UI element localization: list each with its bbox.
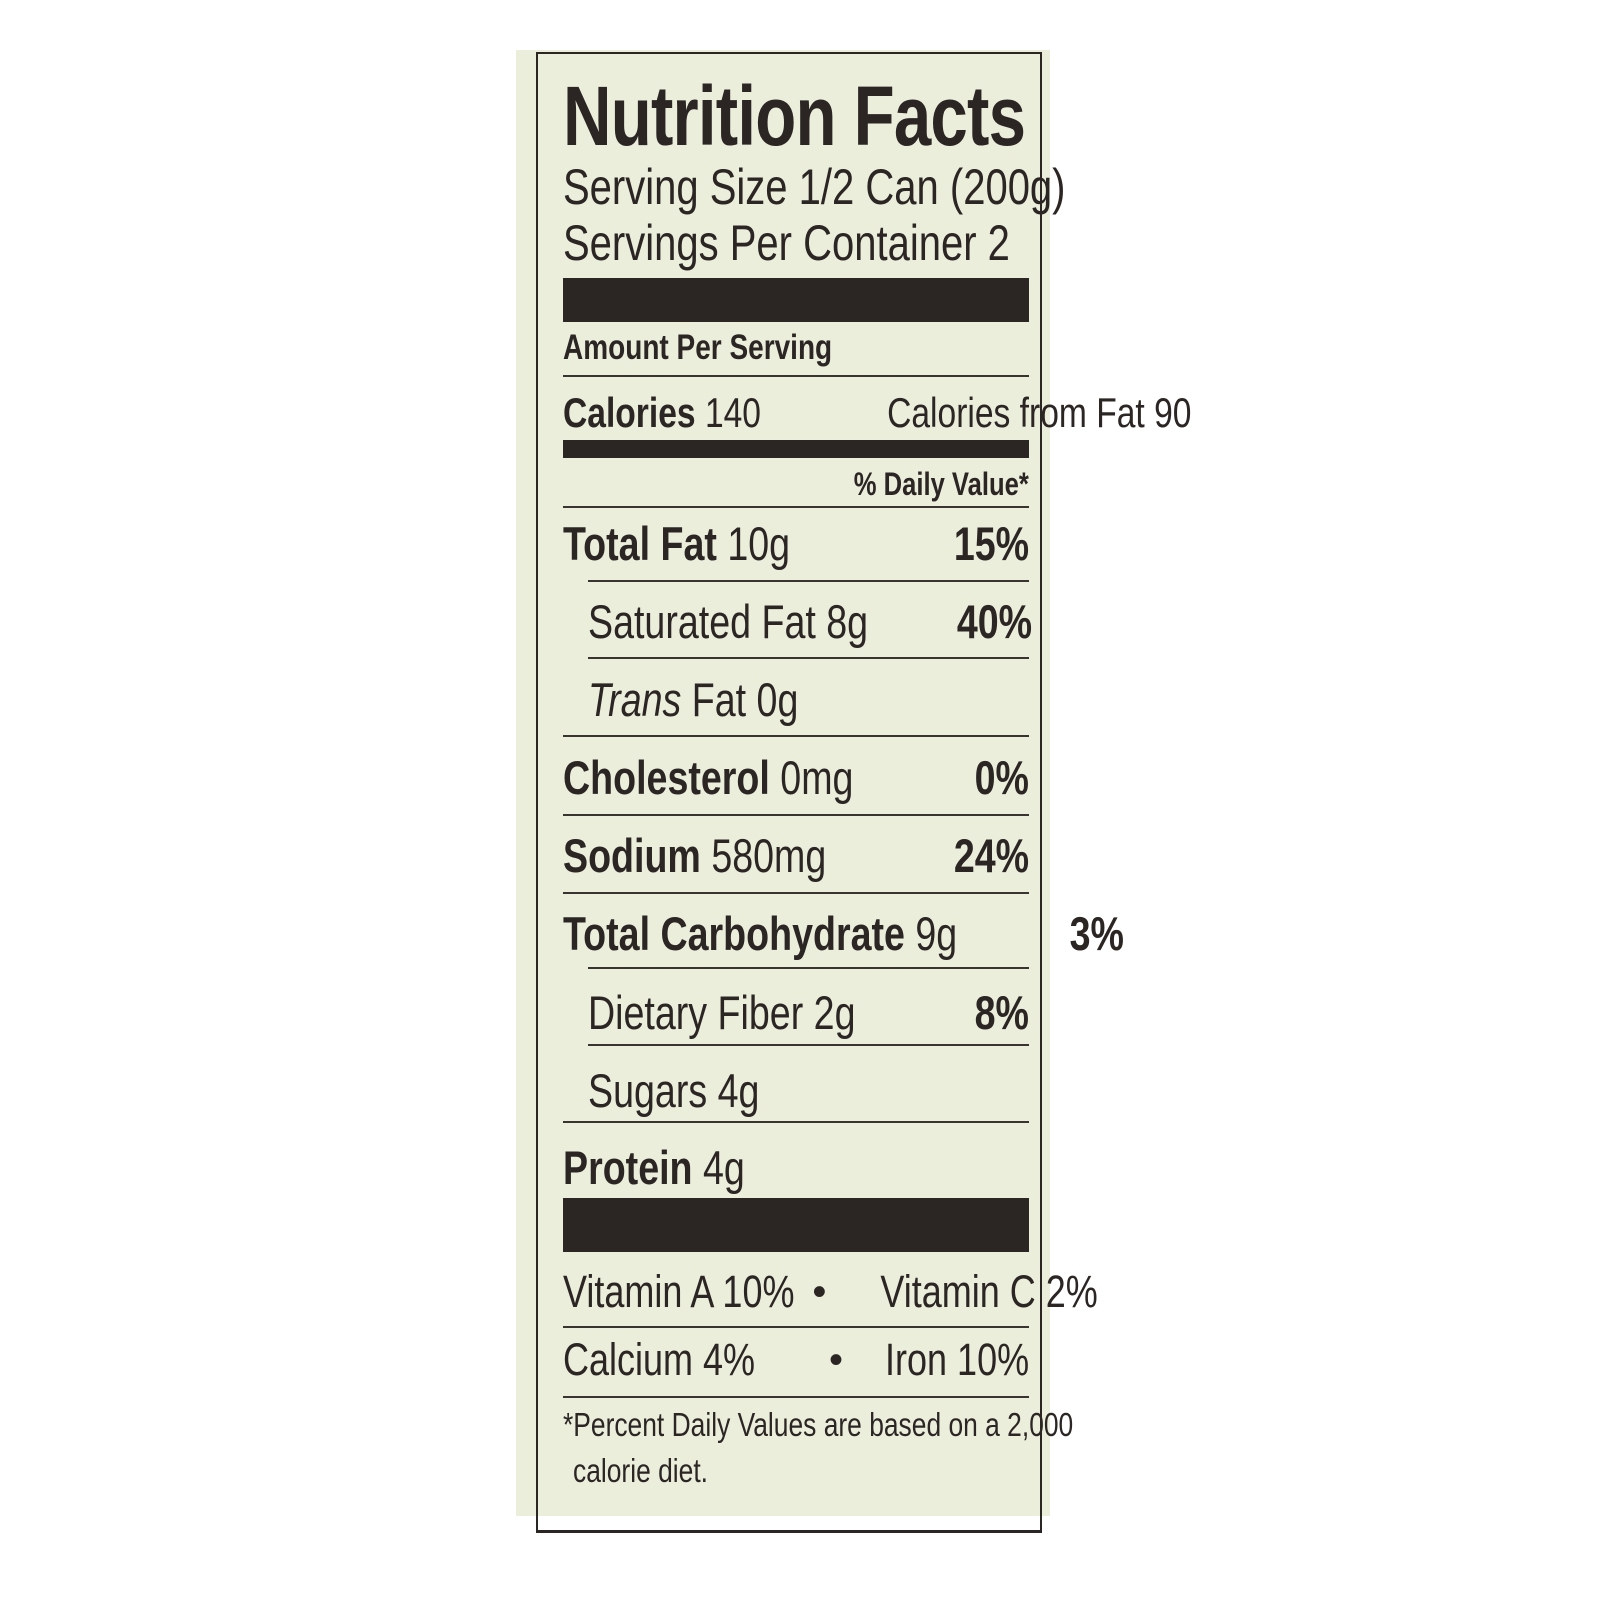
label-title: Nutrition Facts: [563, 68, 1029, 165]
divider: [563, 375, 1029, 377]
bullet: •: [828, 1338, 843, 1382]
label-text: 0mg: [780, 751, 854, 804]
label-text: 8%: [974, 986, 1029, 1039]
label-text: 4g: [702, 1141, 745, 1194]
label-text: Protein: [563, 1141, 693, 1194]
servings-text: Servings Per Container 2: [563, 215, 1010, 271]
vitamin-a: Vitamin A 10%: [563, 1266, 795, 1317]
nutrient-row-trans-fat: Trans Fat 0g: [588, 672, 1029, 728]
divider: [563, 506, 1029, 508]
footnote-line-1: *Percent Daily Values are based on a 2,0…: [563, 1406, 1074, 1443]
servings-per-container: Servings Per Container 2: [563, 214, 1029, 272]
label-text: 10g: [727, 517, 791, 570]
label-text: 580mg: [711, 829, 827, 882]
label-text: 24%: [953, 829, 1029, 882]
title-text: Nutrition Facts: [563, 69, 1026, 163]
calories-from-fat: Calories from Fat 90: [886, 389, 1191, 436]
mineral-row: Calcium 4% • Iron 10%: [563, 1332, 1029, 1388]
serving-size: Serving Size 1/2 Can (200g): [563, 158, 1066, 216]
vitamin-row: Vitamin A 10% • Vitamin C 2%: [563, 1264, 1098, 1320]
calories-row: Calories 140 Calories from Fat 90: [563, 385, 1191, 441]
divider: [563, 892, 1029, 894]
bullet: •: [812, 1270, 827, 1314]
divider: [588, 657, 1029, 659]
iron: Iron 10%: [884, 1334, 1029, 1385]
footnote: *Percent Daily Values are based on a 2,0…: [563, 1404, 1073, 1446]
divider: [563, 1326, 1029, 1328]
vitamin-c: Vitamin C 2%: [880, 1266, 1099, 1317]
divider: [563, 814, 1029, 816]
divider: [563, 1121, 1029, 1123]
calcium: Calcium 4%: [563, 1334, 756, 1385]
thick-divider: [563, 1198, 1029, 1252]
label-text: Sodium: [563, 829, 701, 882]
divider: [563, 735, 1029, 737]
label-text: Total Fat: [563, 517, 717, 570]
nutrient-row-total-carbohydrate: Total Carbohydrate 9g 3%: [563, 906, 1124, 962]
daily-value-header: % Daily Value*: [563, 466, 1029, 503]
label-text: 40%: [956, 595, 1033, 648]
nutrient-row-cholesterol: Cholesterol 0mg 0%: [563, 750, 1029, 806]
nutrient-row-sugars: Sugars 4g: [588, 1063, 1029, 1119]
label-text: 15%: [953, 517, 1029, 570]
nutrient-row-sodium: Sodium 580mg 24%: [563, 828, 1029, 884]
label-border: [536, 52, 1042, 1533]
daily-value-text: % Daily Value*: [853, 466, 1029, 502]
medium-divider: [563, 440, 1029, 458]
nutrient-row-dietary-fiber: Dietary Fiber 2g 8%: [588, 985, 1029, 1041]
label-text: 9g: [915, 907, 958, 960]
label-text: 4g: [717, 1064, 760, 1117]
label-text: Fat 0g: [691, 673, 799, 726]
amount-per-serving: Amount Per Serving: [563, 328, 1029, 368]
serving-size-text: Serving Size 1/2 Can (200g): [563, 159, 1066, 215]
nutrient-row-protein: Protein 4g: [563, 1140, 1029, 1196]
label-text: 3%: [1069, 907, 1124, 960]
nutrient-row-saturated-fat: Saturated Fat 8g 40%: [588, 594, 1033, 650]
thick-divider: [563, 278, 1029, 322]
label-text: 0%: [974, 751, 1029, 804]
label-text: 8g: [826, 595, 869, 648]
label-text: Dietary Fiber: [588, 986, 804, 1039]
label-text: Trans: [588, 673, 682, 726]
nutrient-row-total-fat: Total Fat 10g 15%: [563, 516, 1029, 572]
label-text: 2g: [813, 986, 856, 1039]
label-text: Total Carbohydrate: [563, 907, 905, 960]
divider: [563, 1396, 1029, 1398]
label-text: Sugars: [588, 1064, 708, 1117]
label-text: Saturated Fat: [588, 595, 816, 648]
footnote-2: calorie diet.: [573, 1450, 1039, 1492]
label-text: Cholesterol: [563, 751, 770, 804]
divider: [588, 1044, 1029, 1046]
calories-value: 140: [704, 389, 761, 436]
amount-per-serving-text: Amount Per Serving: [563, 328, 833, 367]
divider: [588, 580, 1029, 582]
footnote-line-2: calorie diet.: [573, 1452, 709, 1489]
divider: [588, 967, 1029, 969]
calories-label: Calories: [563, 389, 696, 436]
